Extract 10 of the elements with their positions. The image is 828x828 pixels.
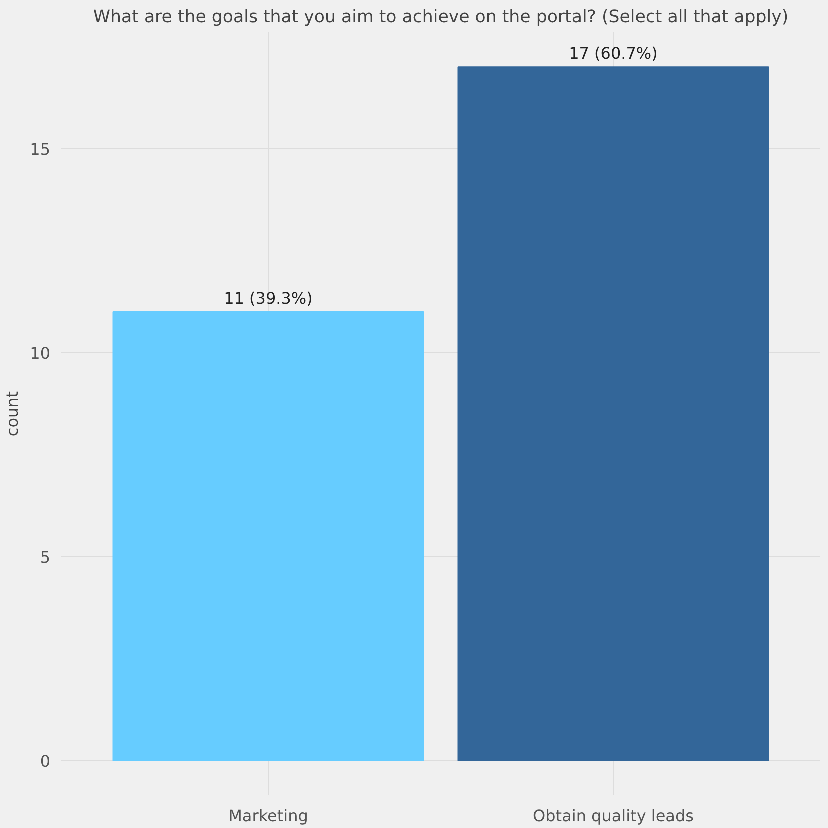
y-tick-label: 0 <box>40 752 51 771</box>
x-tick-label: Obtain quality leads <box>533 806 694 826</box>
y-tick-label: 5 <box>40 548 51 567</box>
data-label: 11 (39.3%) <box>224 288 313 308</box>
y-tick-label: 10 <box>30 344 50 363</box>
x-tick-label: Marketing <box>228 806 308 826</box>
data-label: 17 (60.7%) <box>569 44 658 64</box>
y-axis-title: count <box>3 391 22 437</box>
chart-title: What are the goals that you aim to achieve on the portal? (Select all that apply) <box>93 8 789 28</box>
y-tick-label: 15 <box>30 140 50 159</box>
